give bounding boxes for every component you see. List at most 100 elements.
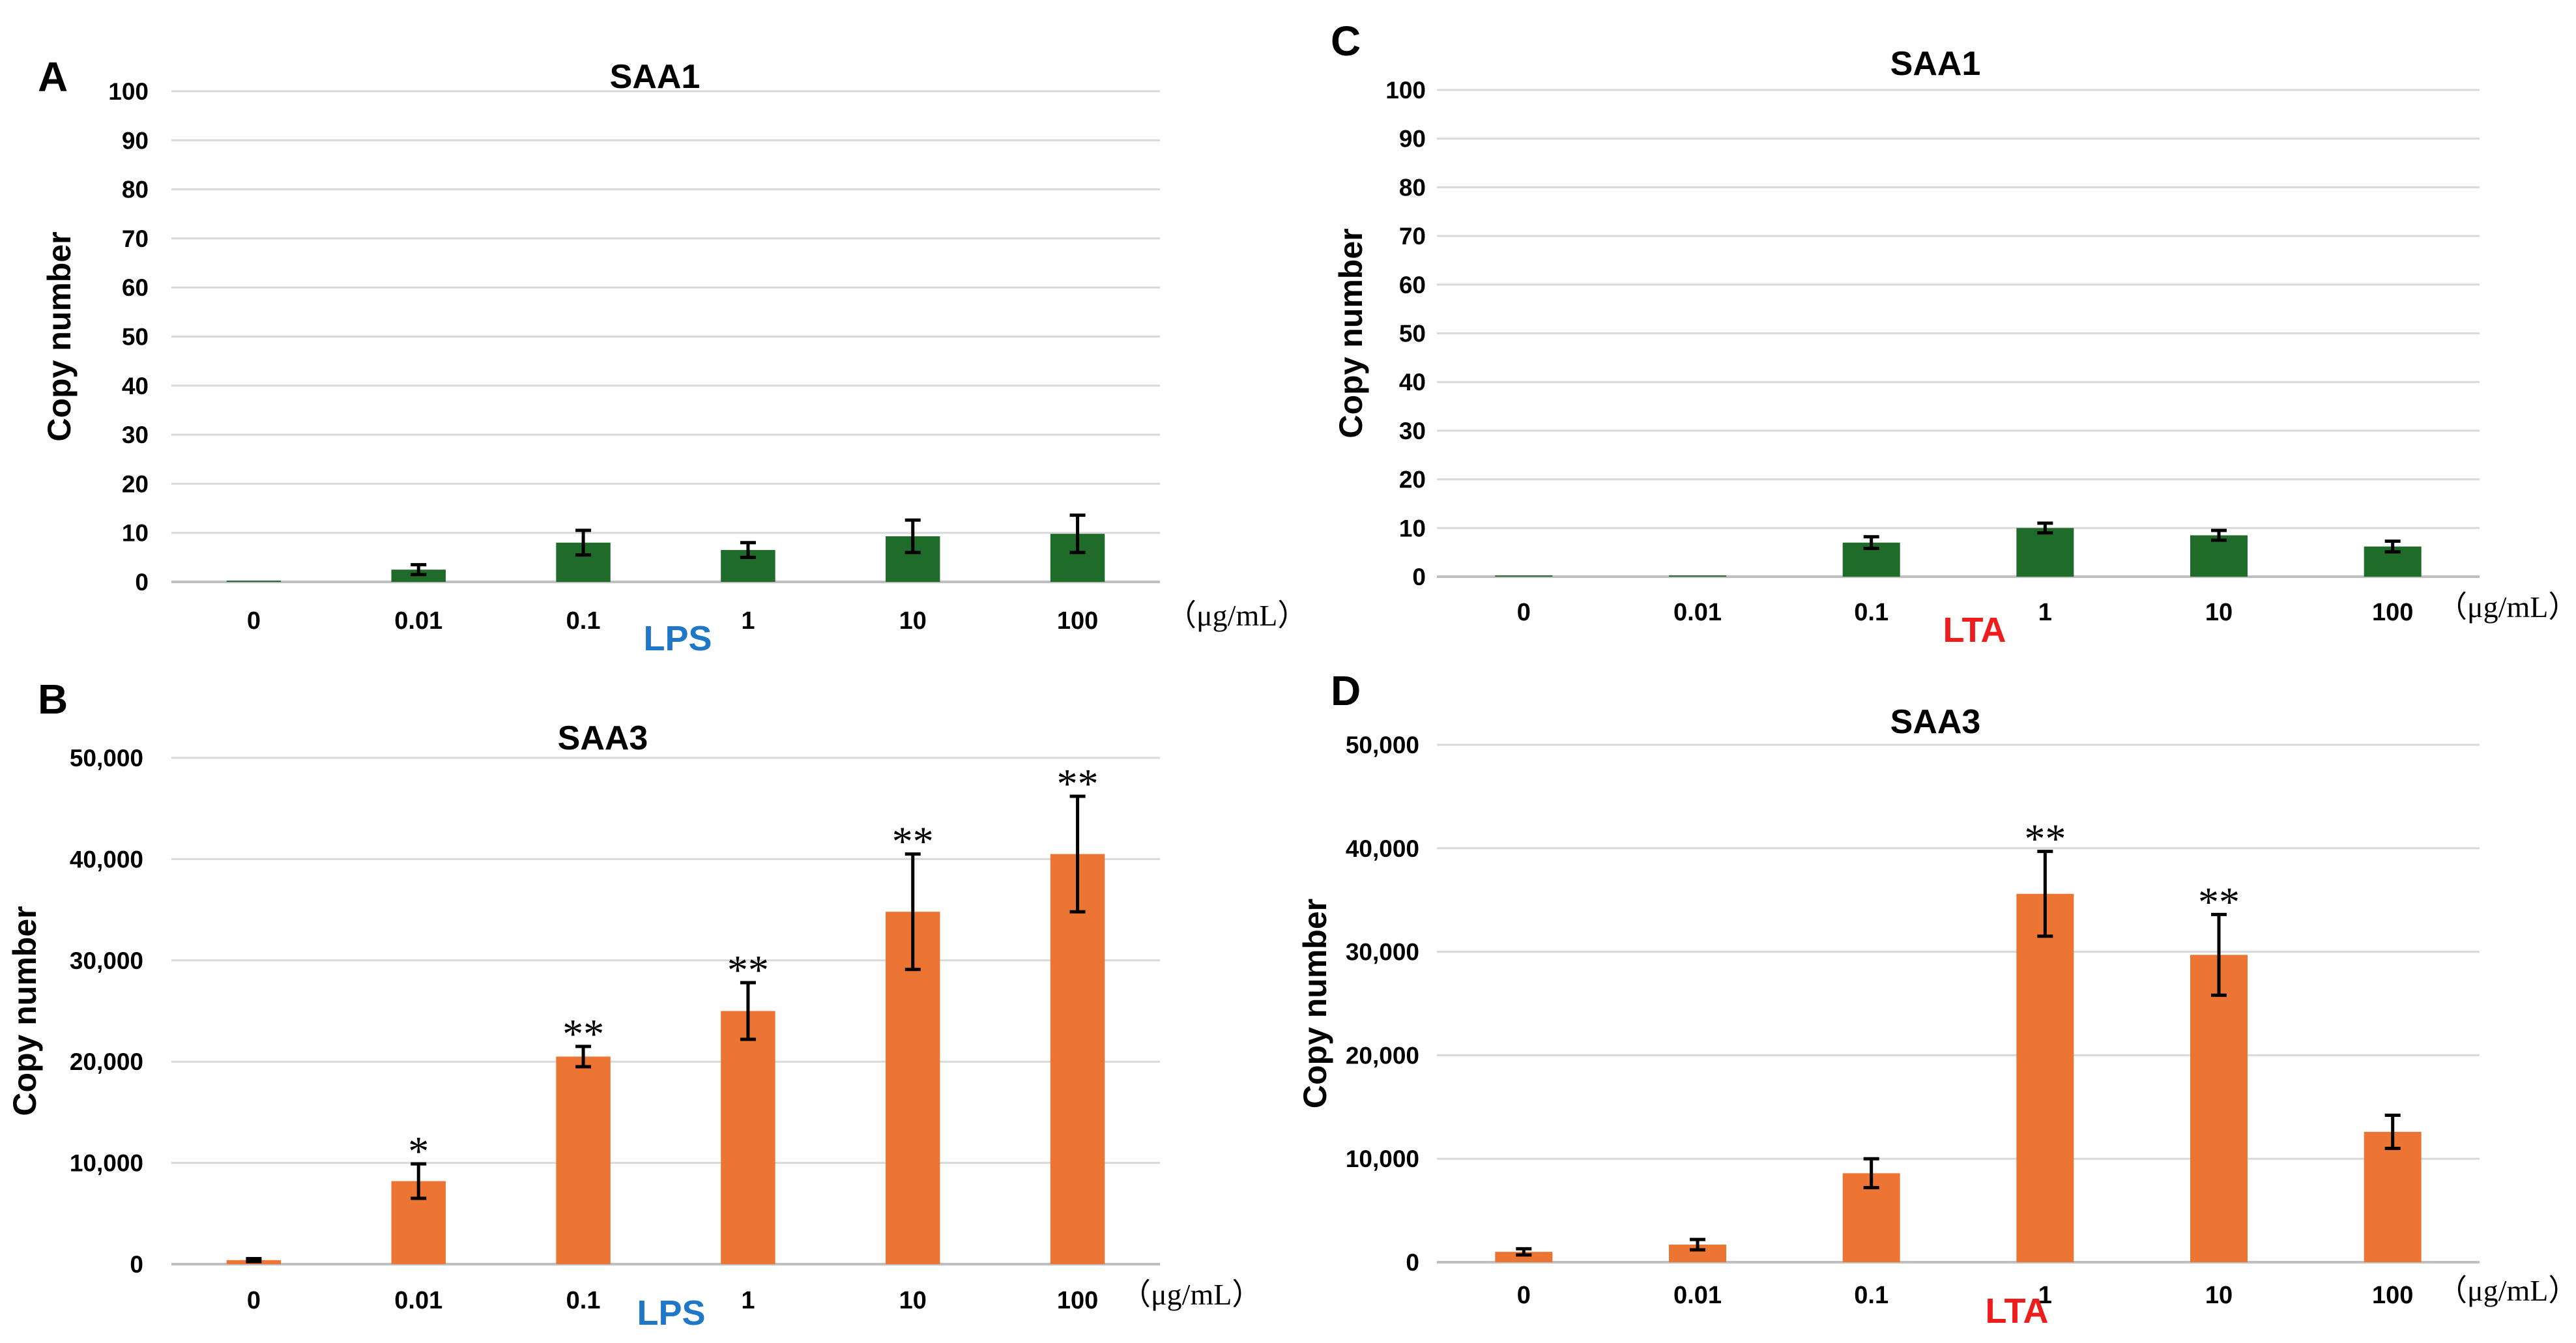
x-tick-label: 0.01 <box>1673 599 1722 626</box>
y-tick-label: 40,000 <box>1346 835 1419 862</box>
x-axis-label: LPS <box>643 619 712 658</box>
x-tick-label: 0.01 <box>394 607 442 635</box>
bar-0 <box>1495 1252 1553 1262</box>
y-tick-label: 90 <box>1399 126 1426 152</box>
x-tick-label: 0 <box>247 1287 261 1314</box>
y-tick-label: 40,000 <box>70 846 143 873</box>
significance-marker: ** <box>2198 878 2240 925</box>
y-tick-label: 40 <box>1399 369 1426 396</box>
unit-label: （μg/mL） <box>1166 599 1307 632</box>
significance-marker: ** <box>2024 816 2066 862</box>
x-tick-label: 0 <box>1517 1282 1531 1309</box>
chart-panel-d: D SAA3 0 10,000 20,000 30,000 40,000 50,000 Copy… <box>1297 667 2576 1331</box>
y-axis-label: Copy number <box>7 906 43 1116</box>
significance-marker: ** <box>1057 760 1099 807</box>
y-tick-label: 100 <box>108 78 149 105</box>
y-tick-label: 40 <box>122 373 149 399</box>
y-tick-label: 20 <box>122 470 149 497</box>
y-tick-label: 50,000 <box>1346 732 1419 758</box>
y-tick-label: 20,000 <box>1346 1042 1419 1069</box>
y-tick-label: 20 <box>1399 467 1426 493</box>
x-tick-label: 0.1 <box>566 607 601 635</box>
x-tick-label: 100 <box>1057 1287 1098 1314</box>
x-axis-label: LPS <box>637 1293 705 1333</box>
x-tick-label: 0.1 <box>1854 599 1889 626</box>
bar-1 <box>2016 528 2074 577</box>
x-tick-label: 1 <box>2038 1282 2052 1309</box>
panel-letter: C <box>1331 18 1361 65</box>
chart-title: SAA1 <box>610 58 701 96</box>
significance-marker: * <box>408 1128 429 1174</box>
y-tick-label: 10,000 <box>1346 1146 1419 1172</box>
bar-0.01 <box>1669 575 1726 577</box>
y-tick-label: 0 <box>135 569 149 596</box>
y-tick-label: 0 <box>130 1251 143 1278</box>
x-tick-label: 1 <box>2038 599 2052 626</box>
x-tick-label: 0.1 <box>566 1287 601 1314</box>
x-tick-label: 10 <box>899 607 927 635</box>
y-tick-label: 80 <box>1399 174 1426 201</box>
x-tick-label: 100 <box>1057 607 1098 635</box>
x-tick-label: 1 <box>741 1287 755 1314</box>
y-tick-label: 10 <box>1399 515 1426 542</box>
y-tick-label: 70 <box>1399 223 1426 250</box>
chart-title: SAA3 <box>1890 703 1981 741</box>
unit-label: （μg/mL） <box>1121 1278 1262 1311</box>
y-tick-label: 60 <box>122 274 149 301</box>
x-tick-label: 100 <box>2372 599 2413 626</box>
unit-label: （μg/mL） <box>2437 1274 2576 1307</box>
x-tick-label: 10 <box>2205 599 2233 626</box>
x-axis-label: LTA <box>1943 611 2006 650</box>
bar-100 <box>2364 1131 2422 1262</box>
chart-panel-b: B SAA3 0 10,000 20,000 30,000 40,000 50,000 Copy… <box>7 676 1262 1333</box>
chart-panel-c: C SAA1 0 10 20 30 40 50 60 70 80 90 100 Copy number 0 0… <box>1331 18 2576 650</box>
y-tick-label: 0 <box>1406 1249 1419 1276</box>
y-tick-label: 70 <box>122 225 149 252</box>
significance-marker: ** <box>562 1011 604 1057</box>
x-tick-label: 10 <box>2205 1282 2233 1309</box>
y-axis-label: Copy number <box>1297 899 1333 1108</box>
x-tick-label: 1 <box>741 607 755 635</box>
significance-marker: ** <box>727 947 769 993</box>
y-tick-label: 80 <box>122 177 149 203</box>
x-tick-label: 0 <box>1517 599 1531 626</box>
y-tick-label: 50 <box>122 324 149 351</box>
y-tick-label: 10,000 <box>70 1150 143 1177</box>
bar-1 <box>2016 893 2074 1262</box>
panel-letter: D <box>1331 667 1361 714</box>
y-tick-label: 90 <box>122 127 149 154</box>
x-tick-label: 0 <box>247 607 261 635</box>
bar-10 <box>2190 955 2248 1262</box>
y-tick-label: 50 <box>1399 321 1426 347</box>
y-tick-label: 20,000 <box>70 1048 143 1075</box>
x-tick-label: 100 <box>2372 1282 2413 1309</box>
bar-0 <box>226 581 282 582</box>
x-tick-label: 0.01 <box>394 1287 442 1314</box>
y-tick-label: 50,000 <box>70 745 143 772</box>
y-tick-label: 10 <box>122 520 149 547</box>
y-tick-label: 100 <box>1385 77 1426 104</box>
x-tick-label: 10 <box>899 1287 927 1314</box>
x-axis-label: LTA <box>1986 1292 2049 1331</box>
panel-letter: B <box>38 676 68 723</box>
y-axis-label: Copy number <box>1333 228 1369 438</box>
chart-panel-a: A SAA1 0 10 20 30 40 50 60 70 80 90 100 Copy number 0 0… <box>38 53 1307 658</box>
y-tick-label: 30,000 <box>70 947 143 974</box>
bar-1 <box>721 1011 775 1264</box>
bar-0.1 <box>556 1056 611 1264</box>
y-tick-label: 30 <box>1399 418 1426 444</box>
y-tick-label: 30 <box>122 422 149 448</box>
significance-marker: ** <box>892 818 934 865</box>
bar-10 <box>2190 535 2248 577</box>
y-tick-label: 0 <box>1412 564 1426 590</box>
bar-100 <box>1050 854 1105 1264</box>
y-tick-label: 30,000 <box>1346 939 1419 966</box>
x-tick-label: 0.1 <box>1854 1282 1889 1309</box>
unit-label: （μg/mL） <box>2437 590 2576 624</box>
x-tick-label: 0.01 <box>1673 1282 1722 1309</box>
bar-0 <box>1495 575 1553 577</box>
y-tick-label: 60 <box>1399 272 1426 298</box>
chart-title: SAA1 <box>1890 45 1981 83</box>
